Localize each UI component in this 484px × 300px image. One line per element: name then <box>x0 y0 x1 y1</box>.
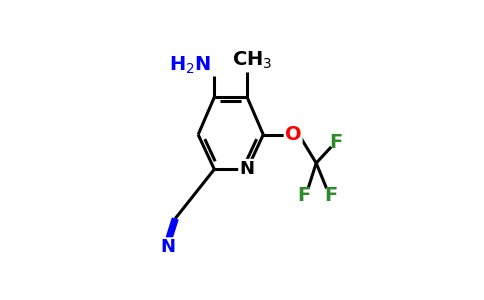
Text: F: F <box>329 133 343 152</box>
Text: H$_2$N: H$_2$N <box>169 54 212 76</box>
Text: CH$_3$: CH$_3$ <box>232 50 273 71</box>
Text: N: N <box>240 160 255 178</box>
Text: F: F <box>297 186 310 205</box>
Text: F: F <box>325 186 338 205</box>
Text: O: O <box>285 125 302 144</box>
Text: N: N <box>161 238 176 256</box>
